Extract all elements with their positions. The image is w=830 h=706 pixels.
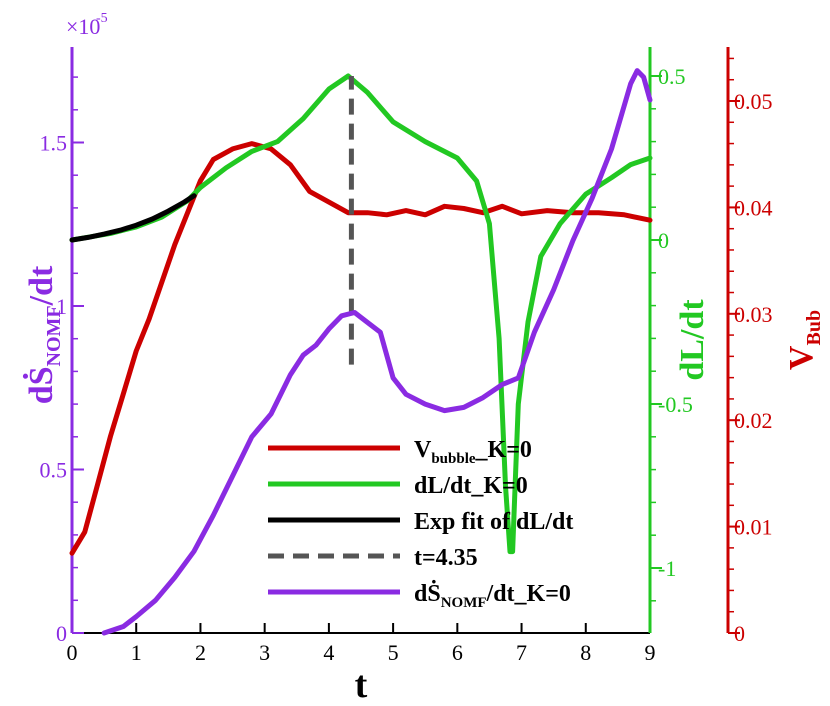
x-tick-label: 9 bbox=[645, 640, 656, 665]
x-tick-label: 5 bbox=[388, 640, 399, 665]
legend-label-tail: _K=0 bbox=[475, 437, 532, 463]
legend-label-3: t=4.35 bbox=[414, 545, 478, 571]
series-line-4 bbox=[101, 68, 653, 636]
legend-label-main: V bbox=[414, 437, 432, 463]
v-tick-label: 0.01 bbox=[734, 515, 773, 540]
series-layer bbox=[69, 68, 653, 636]
dl-tick-label: 0 bbox=[658, 228, 669, 253]
ds-title-tail: /dt bbox=[23, 265, 60, 306]
series-line-0 bbox=[69, 141, 653, 556]
ds-tick-label: 0 bbox=[56, 621, 67, 646]
legend-label-1: dL/dt_K=0 bbox=[414, 473, 528, 499]
legend-label-main: dṠ bbox=[414, 581, 441, 607]
v-tick-label: 0.05 bbox=[734, 89, 773, 114]
x-tick-label: 1 bbox=[131, 640, 142, 665]
ds-tick-label: 1.5 bbox=[40, 131, 68, 156]
legend: Vbubble_K=0 dL/dt_K=0 Exp fit of dL/dt t=4.… bbox=[268, 437, 573, 611]
x-tick-label: 6 bbox=[452, 640, 463, 665]
v-tick-label: 0.02 bbox=[734, 408, 773, 433]
dl-tick-label: 0.5 bbox=[658, 64, 686, 89]
x-tick-label: 3 bbox=[259, 640, 270, 665]
x-axis-title: t bbox=[355, 664, 368, 706]
legend-label-sub: bubble bbox=[431, 451, 476, 467]
ds-title-main: dṠ bbox=[22, 366, 60, 404]
axes-layer: 0 1 2 3 4 5 6 7 8 9t00.511.5×10-5dṠNOMF/dt-1-0.50… bbox=[22, 11, 825, 706]
v-tick-label: 0.03 bbox=[734, 302, 773, 327]
ds-multiplier: ×10 bbox=[66, 14, 100, 39]
v-title-main: V bbox=[783, 345, 820, 370]
legend-label-sub: NOMF bbox=[441, 595, 487, 611]
v-axis-title: VBub bbox=[783, 310, 825, 370]
v-tick-label: 0.04 bbox=[734, 195, 773, 220]
ds-multiplier-exp: -5 bbox=[96, 11, 108, 26]
dl-tick-label: -0.5 bbox=[658, 392, 693, 417]
ds-tick-label: 1 bbox=[56, 294, 67, 319]
series-line-1 bbox=[69, 73, 653, 555]
ds-axis-title: dṠNOMF/dt bbox=[22, 265, 65, 404]
legend-label-main: Exp fit of dL/dt bbox=[414, 509, 573, 535]
legend-label-main: dL/dt_K=0 bbox=[414, 473, 528, 499]
x-tick-label: 8 bbox=[580, 640, 591, 665]
x-tick-label: 7 bbox=[516, 640, 527, 665]
legend-label-main: t=4.35 bbox=[414, 545, 478, 571]
series-line-2 bbox=[69, 193, 197, 243]
legend-label-4: dṠNOMF/dt_K=0 bbox=[414, 581, 571, 611]
v-title-sub: Bub bbox=[803, 310, 825, 346]
x-tick-label: 0 bbox=[67, 640, 78, 665]
legend-label-tail: /dt_K=0 bbox=[486, 581, 571, 607]
ds-tick-label: 0.5 bbox=[40, 458, 68, 483]
dl-axis-title: dL/dt bbox=[674, 299, 711, 381]
v-tick-label: 0 bbox=[734, 621, 745, 646]
dl-tick-label: -1 bbox=[658, 556, 676, 581]
legend-label-2: Exp fit of dL/dt bbox=[414, 509, 573, 535]
legend-label-0: Vbubble_K=0 bbox=[414, 437, 532, 467]
ds-title-sub: NOMF bbox=[43, 305, 65, 366]
x-tick-label: 2 bbox=[195, 640, 206, 665]
x-tick-label: 4 bbox=[323, 640, 334, 665]
